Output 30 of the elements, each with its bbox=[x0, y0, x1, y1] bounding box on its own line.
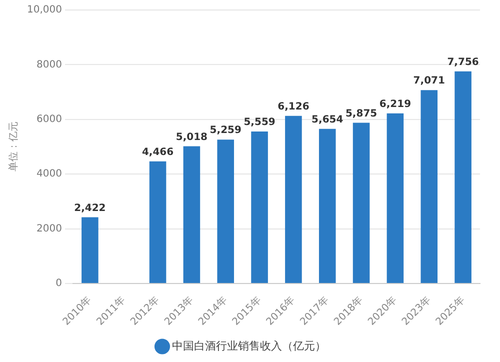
bar bbox=[352, 122, 370, 283]
data-label: 7,756 bbox=[447, 56, 479, 68]
bar bbox=[82, 217, 98, 283]
data-label: 5,654 bbox=[312, 114, 344, 126]
data-label: 6,126 bbox=[278, 102, 310, 113]
bar bbox=[318, 128, 336, 283]
y-tick-label: 4000 bbox=[36, 168, 62, 180]
data-label: 5,018 bbox=[176, 132, 208, 143]
bar bbox=[149, 161, 166, 283]
y-tick-label: 8000 bbox=[36, 59, 62, 70]
bar bbox=[285, 116, 302, 283]
y-tick-label: 6000 bbox=[36, 114, 62, 125]
data-label: 7,071 bbox=[413, 76, 445, 87]
bar bbox=[386, 113, 404, 283]
bar bbox=[454, 71, 472, 283]
data-label: 4,466 bbox=[142, 146, 174, 158]
data-label: 5,259 bbox=[210, 125, 242, 136]
bar bbox=[217, 140, 234, 283]
legend-label: 中国白酒行业销售收入（亿元） bbox=[172, 339, 326, 352]
bar bbox=[183, 146, 200, 283]
bar bbox=[420, 90, 438, 283]
y-tick-label: 10,000 bbox=[26, 4, 62, 16]
data-label: 5,559 bbox=[244, 117, 276, 128]
data-label: 6,219 bbox=[379, 98, 412, 110]
y-axis-title: 单位：亿元 bbox=[8, 122, 20, 172]
y-tick-label: 2000 bbox=[36, 223, 62, 234]
y-tick-label: 0 bbox=[56, 278, 62, 290]
bar bbox=[251, 131, 268, 283]
data-label: 2,422 bbox=[74, 202, 106, 214]
data-label: 5,875 bbox=[345, 108, 378, 120]
